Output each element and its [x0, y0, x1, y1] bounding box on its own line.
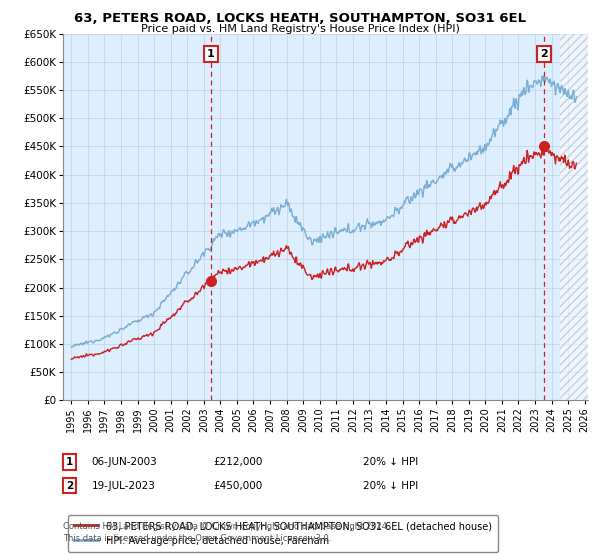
- Text: Price paid vs. HM Land Registry's House Price Index (HPI): Price paid vs. HM Land Registry's House …: [140, 24, 460, 34]
- Text: £450,000: £450,000: [213, 480, 262, 491]
- Text: 1: 1: [66, 457, 73, 467]
- Text: This data is licensed under the Open Government Licence v3.0.: This data is licensed under the Open Gov…: [63, 534, 331, 543]
- Text: 19-JUL-2023: 19-JUL-2023: [92, 480, 155, 491]
- Text: Contains HM Land Registry data © Crown copyright and database right 2024.: Contains HM Land Registry data © Crown c…: [63, 522, 389, 531]
- Text: 2: 2: [540, 49, 548, 59]
- Text: 1: 1: [207, 49, 215, 59]
- Text: £212,000: £212,000: [213, 457, 262, 467]
- Text: 63, PETERS ROAD, LOCKS HEATH, SOUTHAMPTON, SO31 6EL: 63, PETERS ROAD, LOCKS HEATH, SOUTHAMPTO…: [74, 12, 526, 25]
- Text: 20% ↓ HPI: 20% ↓ HPI: [363, 457, 418, 467]
- Text: 20% ↓ HPI: 20% ↓ HPI: [363, 480, 418, 491]
- Text: 2: 2: [66, 480, 73, 491]
- Text: 06-JUN-2003: 06-JUN-2003: [92, 457, 158, 467]
- Legend: 63, PETERS ROAD, LOCKS HEATH, SOUTHAMPTON, SO31 6EL (detached house), HPI: Avera: 63, PETERS ROAD, LOCKS HEATH, SOUTHAMPTO…: [68, 515, 497, 552]
- Bar: [560, 34, 588, 400]
